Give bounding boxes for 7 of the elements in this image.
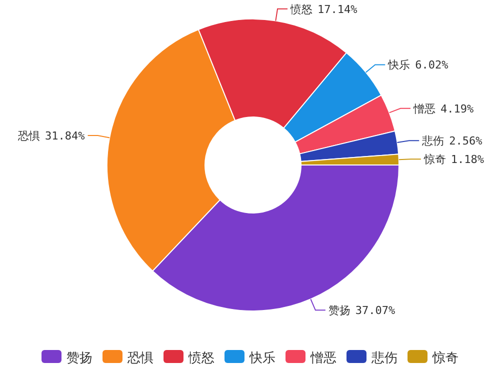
legend-label: 赞扬 (66, 351, 92, 366)
legend-label: 恐惧 (126, 351, 154, 366)
legend-label: 憎恶 (310, 351, 336, 366)
legend-label: 惊奇 (432, 350, 458, 366)
legend-label: 愤怒 (188, 351, 214, 366)
legend-label: 快乐 (248, 351, 276, 366)
legend-label: 悲伤 (370, 351, 398, 366)
